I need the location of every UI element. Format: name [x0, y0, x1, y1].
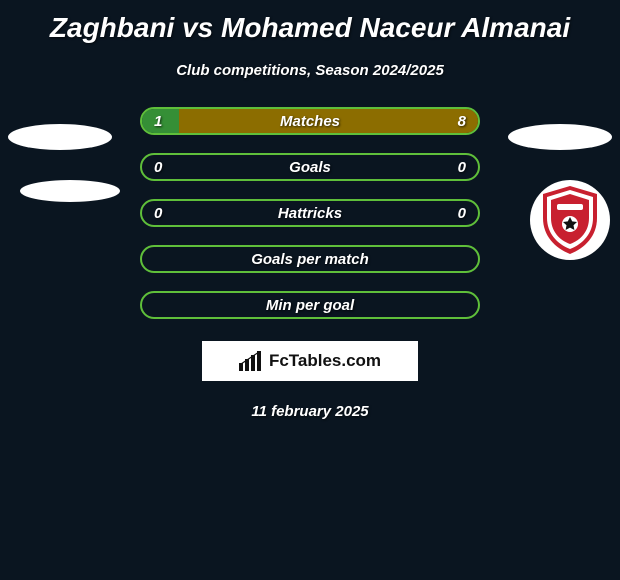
stat-label: Goals — [289, 159, 331, 176]
bar-chart-icon — [239, 351, 263, 371]
stat-label: Matches — [280, 113, 340, 130]
stat-value-right: 0 — [458, 159, 466, 176]
date-label: 11 february 2025 — [0, 403, 620, 420]
stat-value-right: 8 — [458, 113, 466, 130]
stat-row: Goals per match — [0, 245, 620, 273]
stat-row: 1 8 Matches — [0, 107, 620, 135]
stat-bar: 1 8 Matches — [140, 107, 480, 135]
stat-label: Goals per match — [251, 251, 369, 268]
page-title: Zaghbani vs Mohamed Naceur Almanai — [0, 0, 620, 44]
stat-row: Min per goal — [0, 291, 620, 319]
stat-value-right: 0 — [458, 205, 466, 222]
stat-bar: 0 0 Hattricks — [140, 199, 480, 227]
stat-row: 0 0 Goals — [0, 153, 620, 181]
stat-value-left: 0 — [154, 159, 162, 176]
brand-box: FcTables.com — [202, 341, 418, 381]
stat-bar: Goals per match — [140, 245, 480, 273]
stat-label: Min per goal — [266, 297, 354, 314]
stat-value-left: 0 — [154, 205, 162, 222]
brand-name: FcTables.com — [269, 351, 381, 371]
subtitle: Club competitions, Season 2024/2025 — [0, 62, 620, 79]
stat-value-left: 1 — [154, 113, 162, 130]
stat-row: 0 0 Hattricks — [0, 199, 620, 227]
stat-bar: 0 0 Goals — [140, 153, 480, 181]
stat-bar: Min per goal — [140, 291, 480, 319]
stat-rows: 1 8 Matches 0 0 Goals 0 0 Hattricks Goals per mat… — [0, 107, 620, 319]
stat-label: Hattricks — [278, 205, 342, 222]
